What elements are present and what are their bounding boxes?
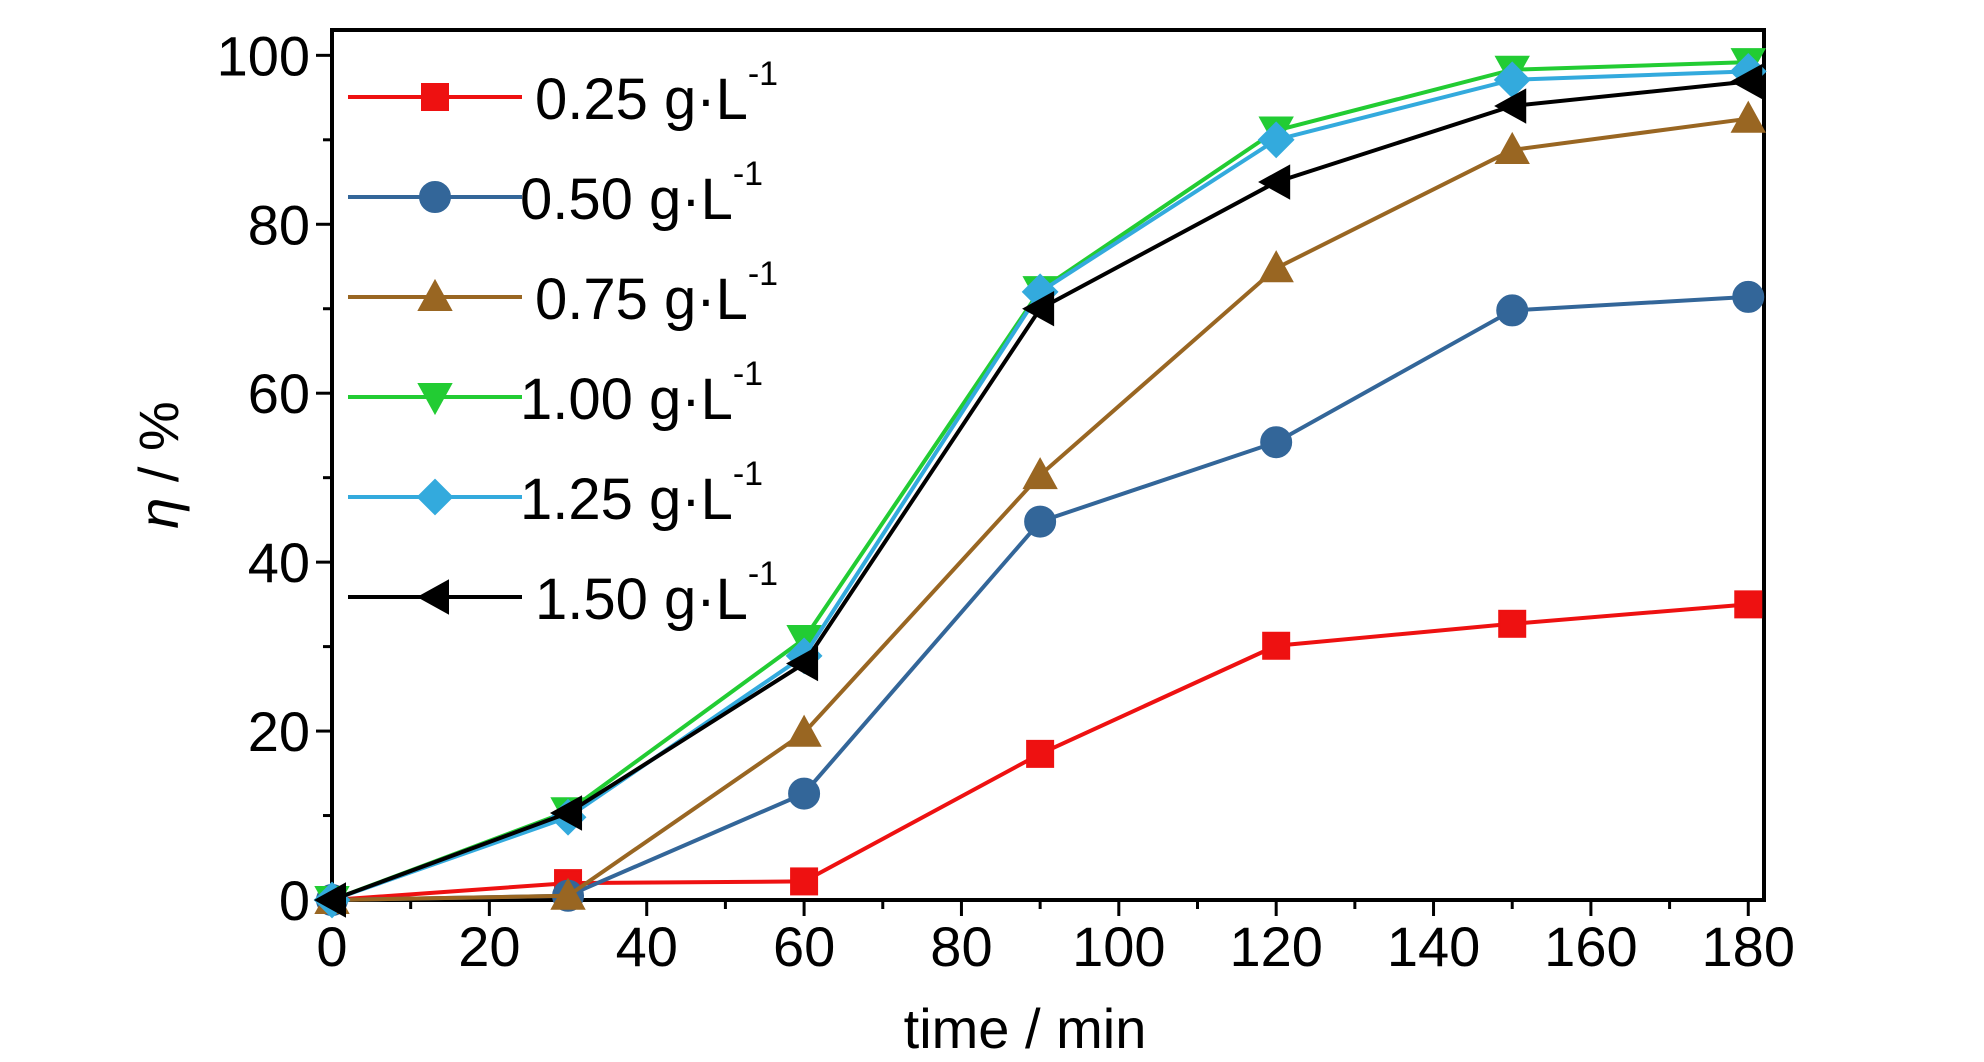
legend-entry-6: 1.50 g·L-1 bbox=[348, 555, 778, 632]
y-tick-label: 100 bbox=[217, 24, 310, 87]
svg-text:η / %: η / % bbox=[127, 401, 190, 529]
legend-entry-1: 0.25 g·L-1 bbox=[348, 55, 778, 132]
data-point bbox=[1494, 88, 1527, 124]
y-axis-title: η / % bbox=[127, 401, 190, 529]
data-point bbox=[786, 714, 822, 747]
data-point bbox=[1262, 631, 1291, 660]
data-point bbox=[1258, 164, 1291, 200]
legend-entry-5: 1.25 g·L-1 bbox=[348, 455, 763, 532]
data-point bbox=[1734, 590, 1763, 619]
legend-entry-2: 0.50 g·L-1 bbox=[348, 155, 763, 232]
data-point bbox=[1257, 121, 1295, 159]
y-axis-unit: / % bbox=[127, 401, 190, 497]
x-tick-label: 100 bbox=[1072, 915, 1165, 978]
ticks: 0 20 40 60 80 100 120 140 160 180 0 20 40 60 80 100 bbox=[217, 24, 1795, 978]
data-point bbox=[1024, 505, 1057, 538]
series-layer bbox=[313, 48, 1767, 919]
legend-label: 1.00 g·L-1 bbox=[520, 355, 763, 432]
y-tick-label: 60 bbox=[248, 362, 310, 425]
y-tick-label: 40 bbox=[248, 531, 310, 594]
legend-marker bbox=[421, 83, 449, 111]
data-point bbox=[1494, 131, 1530, 164]
data-point bbox=[1022, 291, 1055, 327]
data-point bbox=[1732, 280, 1765, 313]
series-6 bbox=[313, 63, 1763, 918]
legend-label: 0.75 g·L-1 bbox=[535, 255, 778, 332]
legend-marker bbox=[416, 478, 454, 516]
data-point bbox=[1498, 609, 1527, 638]
y-tick-label: 0 bbox=[279, 869, 310, 932]
data-point bbox=[1730, 63, 1763, 100]
legend-label: 1.25 g·L-1 bbox=[520, 455, 763, 532]
series-1 bbox=[318, 590, 1763, 914]
x-tick-label: 140 bbox=[1387, 915, 1480, 978]
y-tick-label: 20 bbox=[248, 700, 310, 763]
legend-label: 1.50 g·L-1 bbox=[535, 555, 778, 632]
x-tick-label: 60 bbox=[773, 915, 835, 978]
y-axis-symbol: η bbox=[127, 498, 190, 529]
legend: 0.25 g·L-1 0.50 g·L-1 0.75 g·L-1 1.00 g·L-1… bbox=[348, 55, 778, 632]
data-point bbox=[790, 867, 819, 896]
x-tick-label: 80 bbox=[930, 915, 992, 978]
plot-frame-layer bbox=[330, 28, 1766, 902]
data-point bbox=[1730, 100, 1766, 133]
x-tick-label: 160 bbox=[1544, 915, 1637, 978]
x-tick-label: 120 bbox=[1229, 915, 1322, 978]
data-point bbox=[1496, 294, 1529, 327]
legend-label: 0.50 g·L-1 bbox=[520, 155, 763, 232]
legend-entry-4: 1.00 g·L-1 bbox=[348, 355, 763, 432]
legend-label: 0.25 g·L-1 bbox=[535, 55, 778, 132]
data-point bbox=[550, 877, 586, 910]
data-point bbox=[1258, 250, 1294, 283]
legend-marker bbox=[419, 181, 451, 213]
x-tick-label: 180 bbox=[1702, 915, 1795, 978]
series-3 bbox=[314, 100, 1766, 914]
data-point bbox=[549, 795, 583, 831]
data-point bbox=[786, 645, 819, 682]
x-tick-label: 20 bbox=[458, 915, 520, 978]
data-point bbox=[313, 882, 346, 918]
x-tick-label: 0 bbox=[316, 915, 347, 978]
legend-entry-3: 0.75 g·L-1 bbox=[348, 255, 778, 332]
data-point bbox=[788, 777, 821, 810]
x-tick-label: 40 bbox=[616, 915, 678, 978]
data-point bbox=[1260, 426, 1293, 459]
legend-marker bbox=[417, 383, 453, 416]
data-point bbox=[1026, 739, 1055, 768]
plot-frame bbox=[330, 28, 1766, 902]
x-axis-title: time / min bbox=[904, 997, 1147, 1060]
legend-marker bbox=[416, 579, 449, 615]
legend-marker bbox=[417, 278, 453, 311]
y-tick-label: 80 bbox=[248, 193, 310, 256]
data-point bbox=[1022, 457, 1058, 490]
